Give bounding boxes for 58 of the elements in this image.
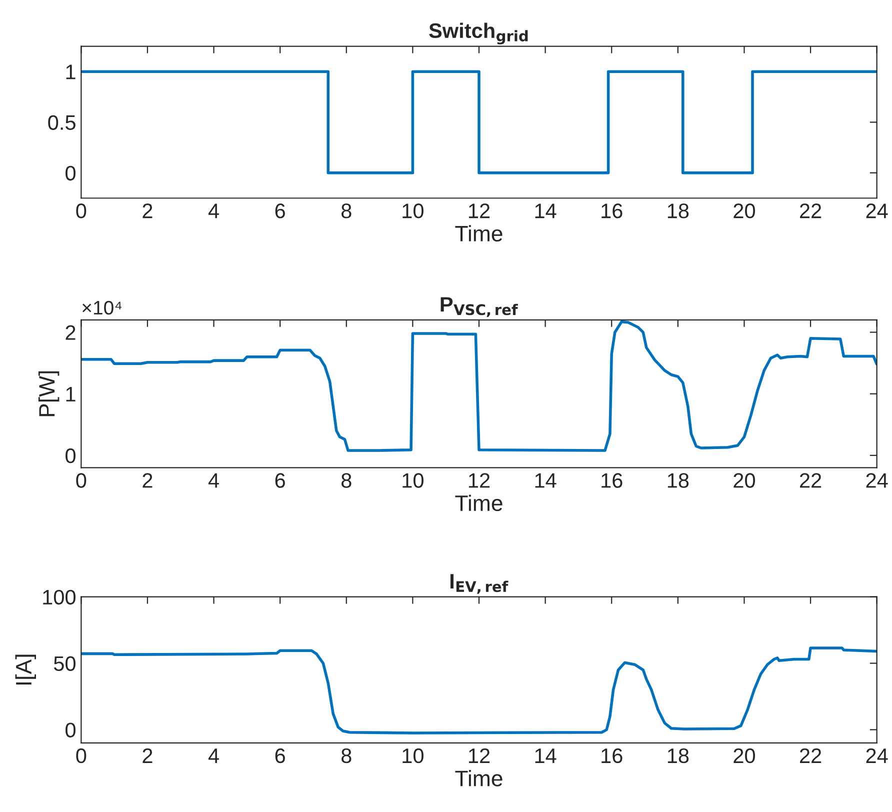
- x-tick-label: 4: [208, 204, 219, 218]
- x-tick-label: 8: [342, 473, 352, 488]
- x-tick-label: 24: [866, 473, 888, 488]
- x-tick-label: 2: [142, 204, 152, 218]
- x-tick-label: 6: [275, 748, 285, 764]
- x-tick-label: 22: [800, 204, 822, 218]
- x-tick-label: 6: [275, 204, 285, 218]
- x-axis-title: Time: [455, 770, 502, 786]
- x-tick-label: 22: [800, 473, 822, 488]
- x-tick-label: 0: [76, 473, 86, 488]
- x-tick-label: 16: [602, 748, 622, 764]
- y-axis-title: I[A]: [15, 654, 36, 685]
- x-tick-label: 18: [668, 204, 689, 218]
- x-tick-label: 2: [142, 748, 152, 763]
- y-tick-label: 0.5: [48, 115, 76, 130]
- chart-title: I$_{EV,ref}$: [450, 574, 508, 594]
- y-tick-label: 0: [66, 722, 76, 738]
- y-tick-label: 100: [43, 590, 76, 605]
- x-tick-label: 4: [208, 473, 219, 488]
- text: ×10⁴: [82, 300, 122, 315]
- x-tick-label: 18: [668, 473, 689, 488]
- x-tick-label: 4: [208, 748, 219, 763]
- x-tick-label: 0: [76, 748, 86, 764]
- x-tick-label: 16: [602, 204, 622, 218]
- x-tick-label: 18: [668, 748, 689, 764]
- x-tick-label: 12: [469, 204, 490, 218]
- line-series: [81, 646, 877, 734]
- x-tick-label: 2: [142, 473, 152, 488]
- x-tick-label: 14: [535, 748, 556, 763]
- y-tick-label: 1: [66, 387, 76, 402]
- y-tick-label: 0: [66, 166, 76, 181]
- x-tick-label: 22: [800, 748, 822, 763]
- x-tick-label: 6: [275, 473, 285, 488]
- x-axis-title: Time: [455, 225, 502, 242]
- chart-title: P$_{VSC,ref}$: [440, 297, 518, 318]
- x-tick-label: 10: [402, 473, 424, 488]
- x-tick-label: 14: [535, 204, 556, 218]
- x-tick-label: 20: [734, 473, 755, 488]
- y-tick-label: 2: [66, 325, 76, 340]
- x-tick-label: 16: [602, 473, 622, 488]
- x-tick-label: 20: [734, 204, 755, 218]
- x-tick-label: 10: [402, 748, 424, 764]
- y-tick-label: 1: [66, 64, 76, 80]
- x-tick-label: 14: [535, 473, 556, 488]
- x-tick-label: 8: [342, 204, 352, 218]
- y-tick-label: 50: [54, 656, 76, 672]
- y-axis-title: P[W]: [38, 371, 60, 416]
- x-tick-label: 12: [469, 473, 490, 488]
- x-tick-label: 10: [402, 204, 424, 218]
- x-tick-label: 24: [866, 748, 888, 763]
- chart-title: Switch$_{grid}$: [429, 22, 528, 44]
- x-tick-label: 20: [734, 748, 755, 764]
- x-tick-label: 12: [469, 748, 490, 763]
- x-tick-label: 24: [866, 204, 888, 218]
- y-tick-label: 0: [66, 448, 76, 464]
- x-axis-title: Time: [455, 494, 502, 512]
- x-tick-label: 0: [76, 204, 86, 218]
- x-tick-label: 8: [342, 748, 352, 764]
